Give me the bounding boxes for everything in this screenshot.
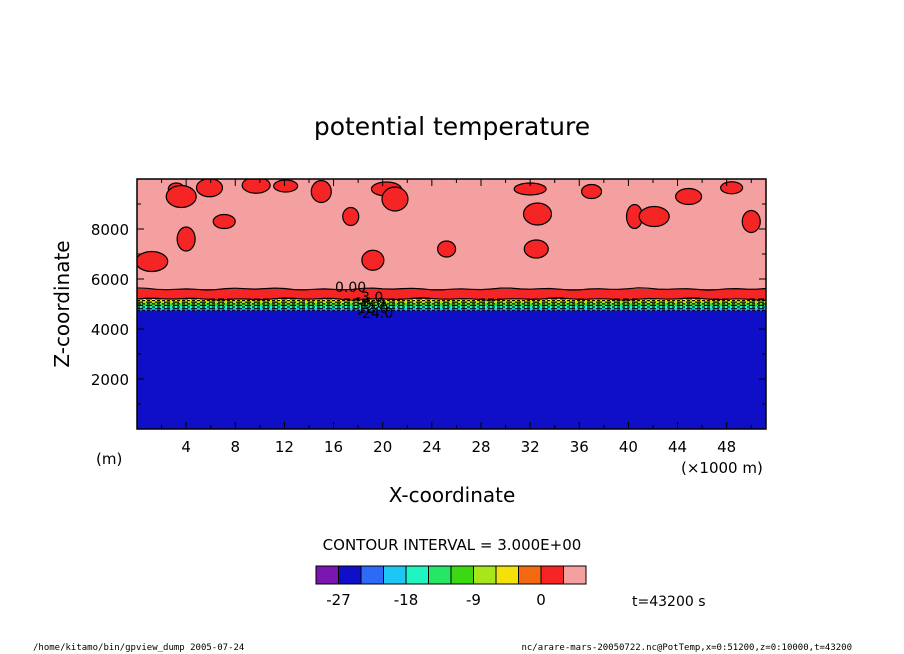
x-tick-label: 48 [717,438,736,456]
colorbar-label: -18 [394,591,419,609]
x-tick-label: 4 [181,438,191,456]
warm-anomaly-3 [212,213,236,230]
colorbar-swatch [450,565,474,585]
y-axis-label: Z-coordinate [50,240,74,367]
warm-anomaly-17 [580,183,603,200]
contour-label-4: -24.0 [357,306,393,322]
colorbar-label: 0 [536,591,546,609]
x-axis-ticks: 4 8 12 16 20 24 28 32 36 40 44 48 [161,179,752,456]
x-unit-right: (×1000 m) [681,459,763,477]
warm-anomaly-20 [675,187,703,206]
y-tick-label: 6000 [91,271,129,289]
warm-anomaly-6 [241,179,271,194]
transition-stripe-1 [137,305,766,308]
x-tick-label: 32 [521,438,540,456]
warm-anomaly-19 [638,205,670,228]
colorbar-swatch [338,565,362,585]
colorbar-swatch [360,565,384,585]
warm-anomaly-21 [720,181,744,195]
x-tick-label: 8 [231,438,241,456]
band-0 [137,310,766,429]
footer-right: nc/arare-mars-20050722.nc@PotTemp,x=0:51… [521,643,852,653]
colorbar-swatch [428,565,452,585]
x-tick-label: 20 [373,438,392,456]
x-axis-label: X-coordinate [389,483,516,507]
warm-anomaly-2 [195,179,224,198]
warm-anomaly-5 [137,250,169,273]
x-unit-left: (m) [96,450,122,468]
y-tick-label: 8000 [91,221,129,239]
warm-anomaly-1 [165,184,197,209]
time-label: t=43200 s [632,594,706,610]
x-tick-label: 24 [422,438,441,456]
x-tick-label: 12 [275,438,294,456]
colorbar-swatch [315,565,339,585]
transition-stripe-2 [137,303,766,306]
x-tick-label: 36 [570,438,589,456]
warm-anomaly-7 [273,179,299,193]
colorbar-swatch [495,565,519,585]
contour-lines-layer [137,287,766,311]
warm-anomaly-13 [436,240,457,258]
x-tick-label: 40 [619,438,638,456]
contour-label-0: 0.00 [335,280,366,296]
x-tick-label: 16 [324,438,343,456]
y-tick-label: 4000 [91,321,129,339]
transition-stripe-0 [137,308,766,311]
x-tick-label: 44 [668,438,687,456]
warm-anomaly-11 [381,186,409,212]
warm-anomaly-8 [310,179,332,204]
contour-label-2: -6.0 [358,296,385,312]
colorbar-label: -27 [326,591,351,609]
warm-anomaly-9 [342,206,360,227]
x-tick-label: 28 [471,438,490,456]
colorbar-swatch [518,565,542,585]
contour-interval-text: CONTOUR INTERVAL = 3.000E+00 [323,536,582,554]
contour-line-1 [137,287,766,291]
contour-label-3: -12.0 [352,301,388,317]
colorbar-swatch [563,565,587,585]
warm-anomaly-12 [361,249,385,271]
band-2 [137,289,766,299]
y-tick-label: 2000 [91,371,129,389]
warm-anomaly-15 [522,202,553,226]
band-3 [137,179,766,289]
transition-stripe-4 [137,299,766,302]
y-axis-ticks: 2000 4000 6000 8000 [91,203,766,405]
colorbar-swatch [473,565,497,585]
contour-label-1: -3.0 [356,290,383,306]
warm-anomaly-layer [137,179,761,273]
colorbar-swatch [540,565,564,585]
colorbar-label: -9 [466,591,481,609]
contour-line-0 [137,297,766,301]
warm-anomaly-22 [741,209,761,234]
colorbar-swatch [383,565,407,585]
colorbar-tick-labels: -27 -18 -9 0 [326,591,546,609]
colorbar [315,565,587,585]
footer-left: /home/kitamo/bin/gpview_dump 2005-07-24 [33,643,244,653]
contour-labels: 0.00 -3.0 -6.0 -12.0 -24.0 [335,280,393,322]
warm-anomaly-4 [176,226,196,252]
warm-anomaly-16 [523,239,549,259]
chart-title: potential temperature [314,112,590,141]
transition-stripe-3 [137,301,766,304]
colorbar-swatch [405,565,429,585]
